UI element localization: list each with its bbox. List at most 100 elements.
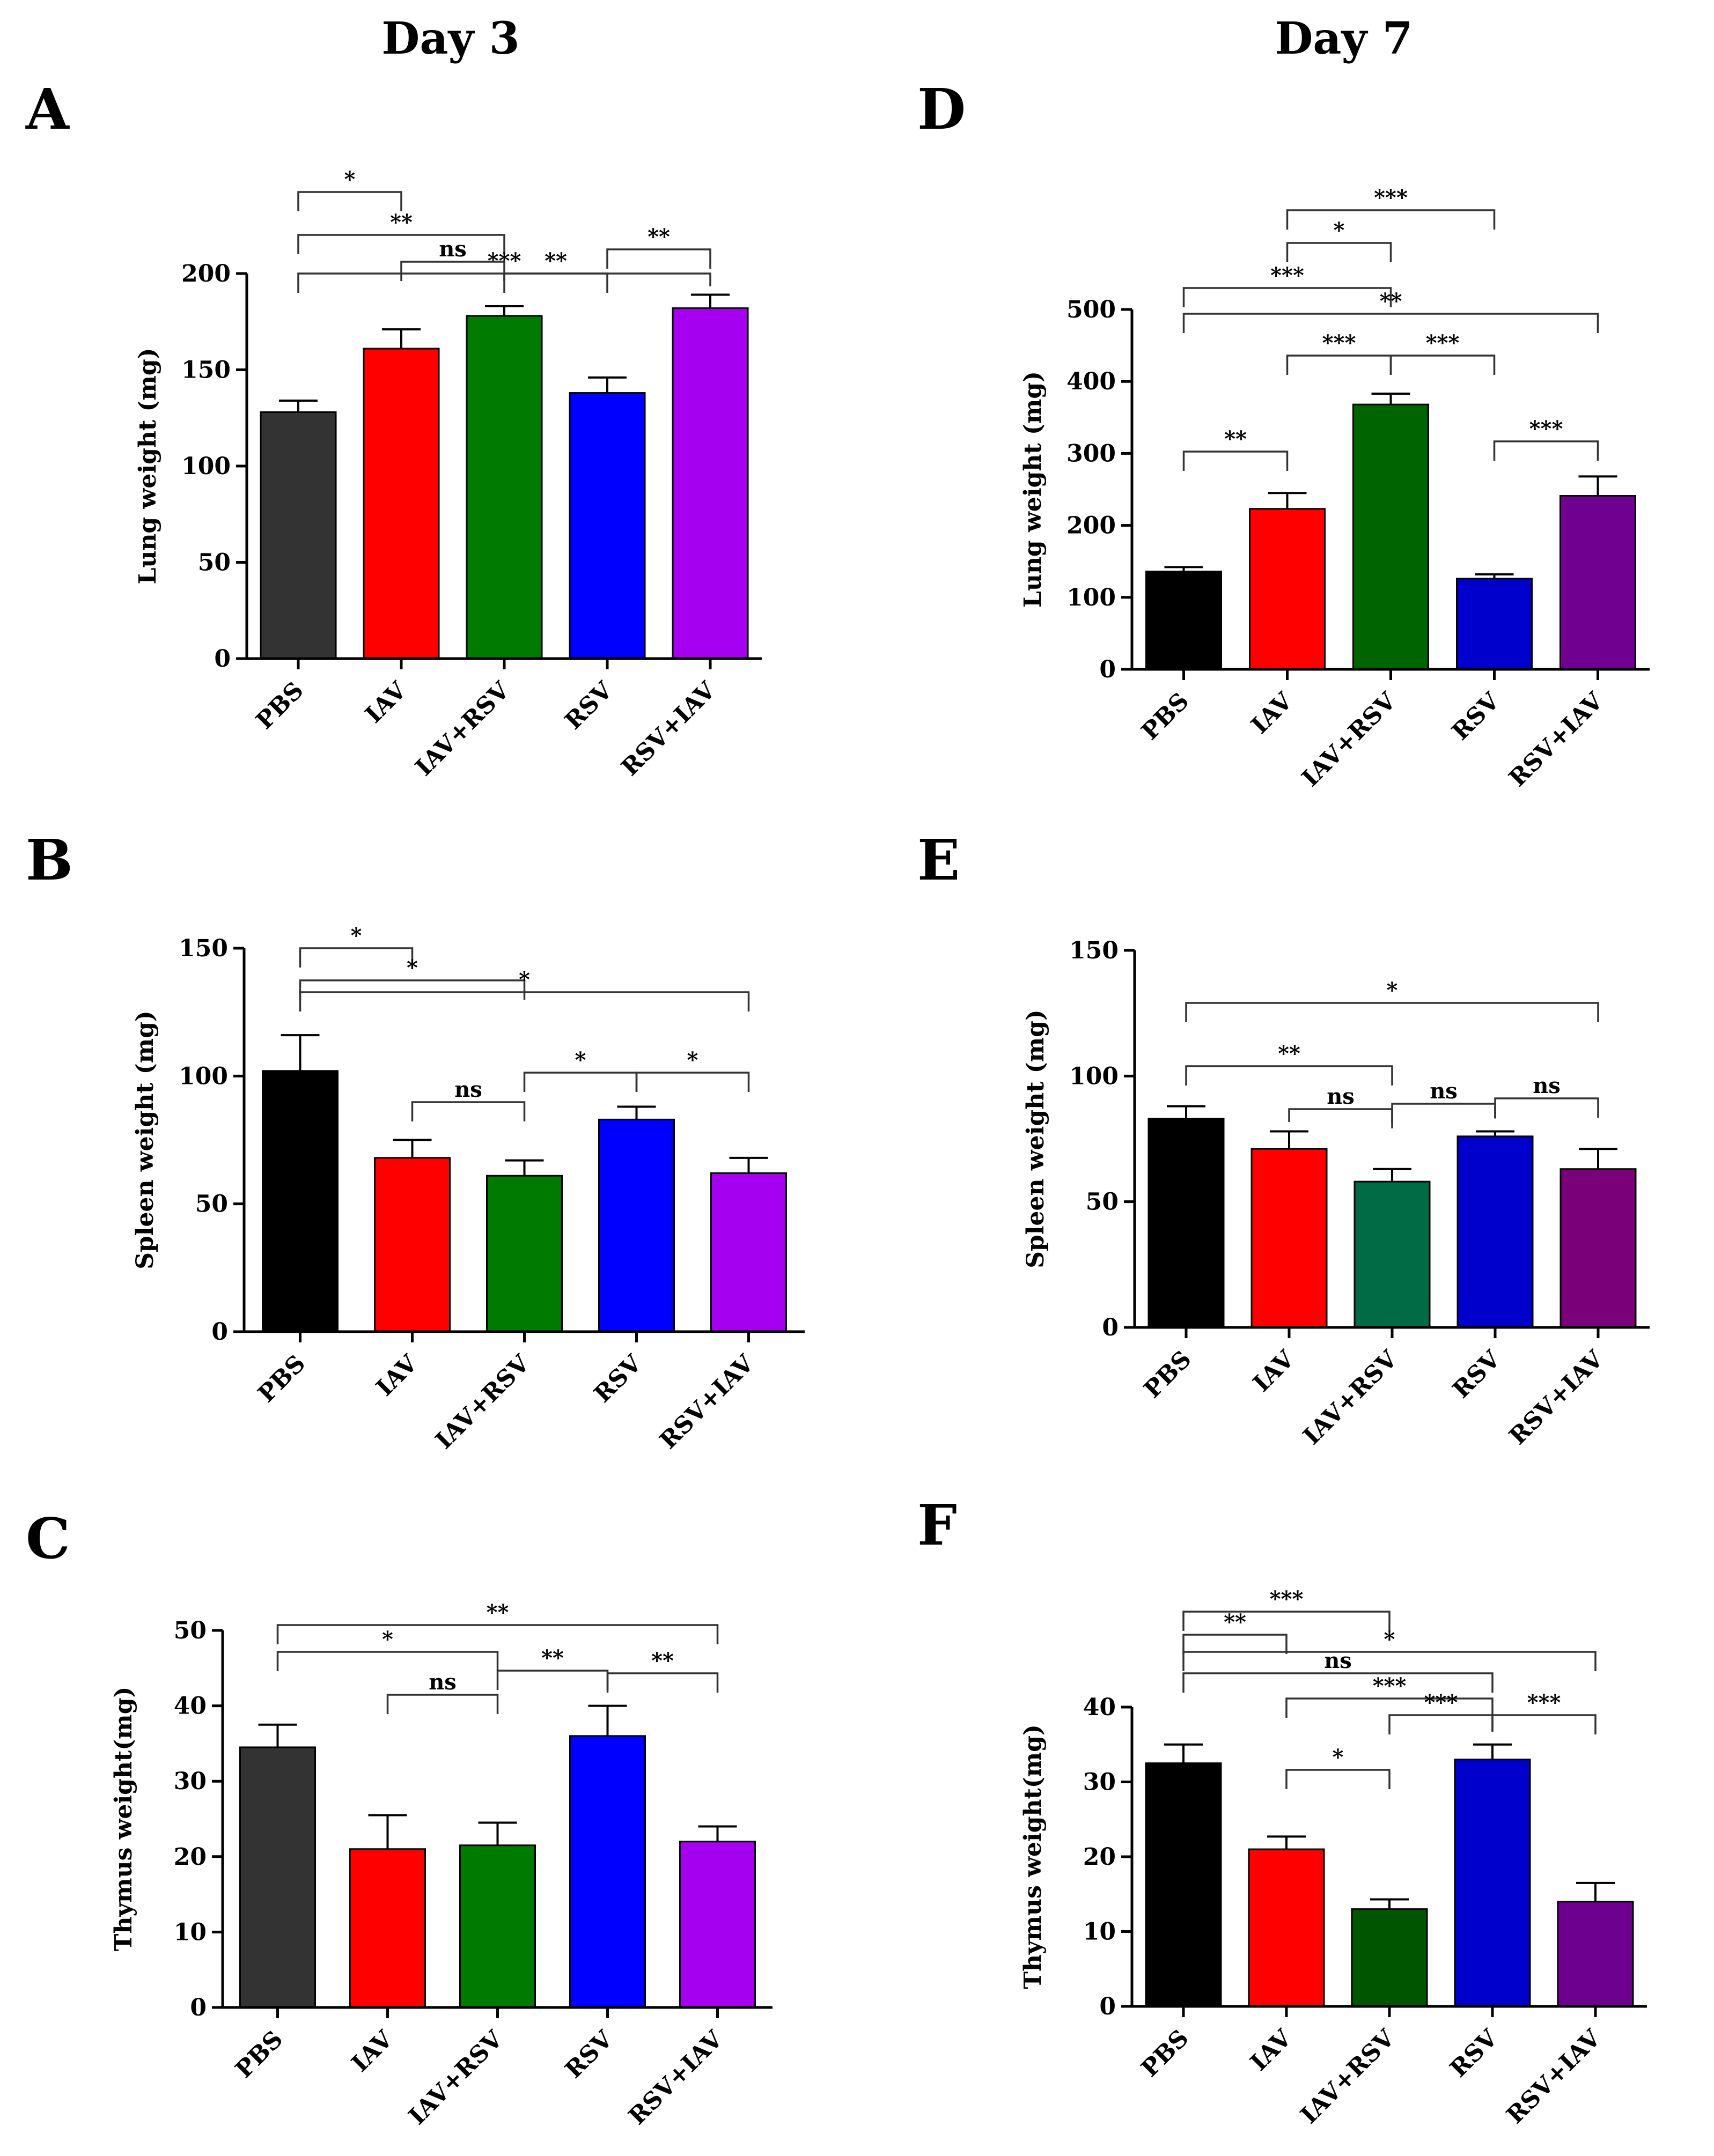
bar-rsv: [1456, 578, 1533, 670]
y-tick-label: 10: [1083, 1918, 1116, 1946]
significance-label: ns: [1327, 1084, 1355, 1109]
bar-rsv: [1454, 1759, 1531, 2007]
x-tick-label: IAV: [1248, 1345, 1300, 1397]
significance-label: ***: [1270, 1586, 1304, 1612]
panel-d: D Lung weight (mg) 0 100 200 300 400 500 PBS IAVI…: [917, 76, 1650, 792]
significance-label: *: [1384, 1627, 1395, 1652]
bar-pbs: [260, 411, 337, 660]
significance-bracket: [1285, 1697, 1494, 1718]
significance-label: *: [1387, 978, 1398, 1003]
significance-label: **: [648, 224, 670, 249]
x-tick-label: IAV+RSV: [1298, 1345, 1403, 1450]
significance-label: *: [407, 955, 418, 980]
y-tick-label: 400: [1066, 368, 1116, 395]
significance-bracket: [400, 261, 505, 281]
x-tick-label: RSV: [560, 676, 618, 735]
significance-bracket: [411, 1101, 526, 1121]
significance-label: *: [351, 923, 362, 948]
significance-label: ns: [454, 1077, 482, 1102]
significance-label: **: [1224, 1609, 1246, 1635]
bar-pbs: [262, 1070, 339, 1333]
y-tick-label: 200: [181, 260, 231, 287]
significance-label: ns: [429, 1670, 457, 1695]
x-tick-label: IAV: [360, 676, 412, 728]
significance-bracket: [276, 1651, 499, 1671]
y-tick-label: 150: [181, 357, 231, 384]
panel-b: B Spleen weight (mg) 0 50 100 150 PBS IAV IAV+RS…: [26, 827, 805, 1454]
x-tick-label: RSV: [1445, 2024, 1503, 2083]
significance-label: **: [1380, 289, 1402, 314]
x-tick-label: PBS: [251, 677, 309, 735]
significance-label: ***: [1527, 1690, 1561, 1715]
panel-a: A Lung weight (mg) 0 50 100 150 200 PBS IAVIAV+R…: [25, 76, 762, 781]
y-tick-label: 40: [174, 1693, 207, 1720]
bar-rsv: [598, 1118, 675, 1333]
significance-label: *: [1333, 1745, 1344, 1770]
significance-bracket: [1286, 355, 1392, 375]
significance-label: ***: [1322, 330, 1356, 356]
y-tick-label: 0: [190, 1994, 207, 2021]
x-tick-label: RSV+IAV: [1504, 1345, 1609, 1450]
significance-bracket: [386, 1694, 499, 1714]
significance-bracket: [1182, 1611, 1391, 1631]
significance-bracket: [1182, 451, 1289, 471]
panel-c: C Thymus weight(mg) 0 10 20 30 40 50 PBS IAV IAV+R…: [26, 1505, 773, 2130]
significance-bracket: [1286, 242, 1392, 262]
y-tick-label: 40: [1083, 1694, 1116, 1721]
y-axis-label: Thymus weight(mg): [1019, 1724, 1047, 1989]
bar-iav-rsv: [1353, 1180, 1431, 1328]
bar-iav: [1250, 1148, 1328, 1328]
significance-bracket: [1182, 1651, 1597, 1671]
bar-iav: [374, 1157, 451, 1333]
bar-iav: [1248, 1848, 1325, 2007]
y-tick-label: 20: [174, 1843, 207, 1871]
significance-bracket: [1182, 1672, 1494, 1693]
significance-label: ns: [1324, 1648, 1352, 1673]
x-tick-label: IAV+RSV: [430, 1349, 535, 1454]
y-tick-label: 100: [181, 453, 231, 480]
significance-bracket: [297, 191, 402, 211]
significance-bracket: [1388, 1714, 1494, 1734]
panel-letter: E: [917, 827, 960, 893]
panel-letter: B: [26, 827, 73, 893]
significance-label: **: [1278, 1041, 1300, 1066]
bar-iav: [363, 348, 440, 660]
panel-letter: F: [917, 1492, 957, 1558]
y-tick-label: 100: [1069, 1062, 1119, 1090]
bar-pbs: [1145, 570, 1222, 670]
x-tick-label: RSV+IAV: [623, 2025, 729, 2130]
significance-label: **: [1224, 426, 1247, 452]
significance-label: *: [382, 1627, 393, 1652]
significance-bracket: [299, 979, 526, 1000]
x-tick-label: RSV+IAV: [616, 676, 722, 781]
significance-bracket: [606, 248, 711, 269]
bar-iav: [1249, 508, 1326, 670]
significance-bracket: [299, 947, 414, 968]
y-tick-label: 50: [1086, 1188, 1119, 1216]
y-tick-label: 20: [1083, 1843, 1116, 1871]
y-tick-label: 0: [1099, 656, 1116, 683]
significance-label: *: [1334, 218, 1345, 243]
bar-iav-rsv: [459, 1844, 536, 2009]
y-tick-label: 150: [1069, 937, 1119, 964]
x-tick-label: IAV+RSV: [1296, 2024, 1401, 2129]
significance-label: ***: [1373, 1673, 1407, 1699]
x-tick-label: PBS: [1136, 688, 1194, 745]
significance-bracket: [299, 991, 750, 1011]
bar-rsv: [1456, 1135, 1534, 1328]
significance-bracket: [1185, 1065, 1393, 1086]
significance-label: ***: [1374, 185, 1408, 210]
bar-iav: [349, 1848, 426, 2009]
significance-label: *: [575, 1047, 586, 1073]
significance-bracket: [297, 234, 505, 254]
y-tick-label: 30: [1083, 1769, 1116, 1796]
y-tick-label: 200: [1066, 512, 1116, 540]
significance-label: ***: [1424, 1690, 1458, 1715]
bar-rsv-iav: [679, 1841, 756, 2009]
bar-rsv: [569, 1735, 646, 2009]
significance-label: **: [545, 248, 567, 274]
x-tick-label: RSV+IAV: [1504, 687, 1609, 792]
significance-bracket: [1185, 1002, 1599, 1022]
x-tick-label: PBS: [1136, 2025, 1194, 2083]
